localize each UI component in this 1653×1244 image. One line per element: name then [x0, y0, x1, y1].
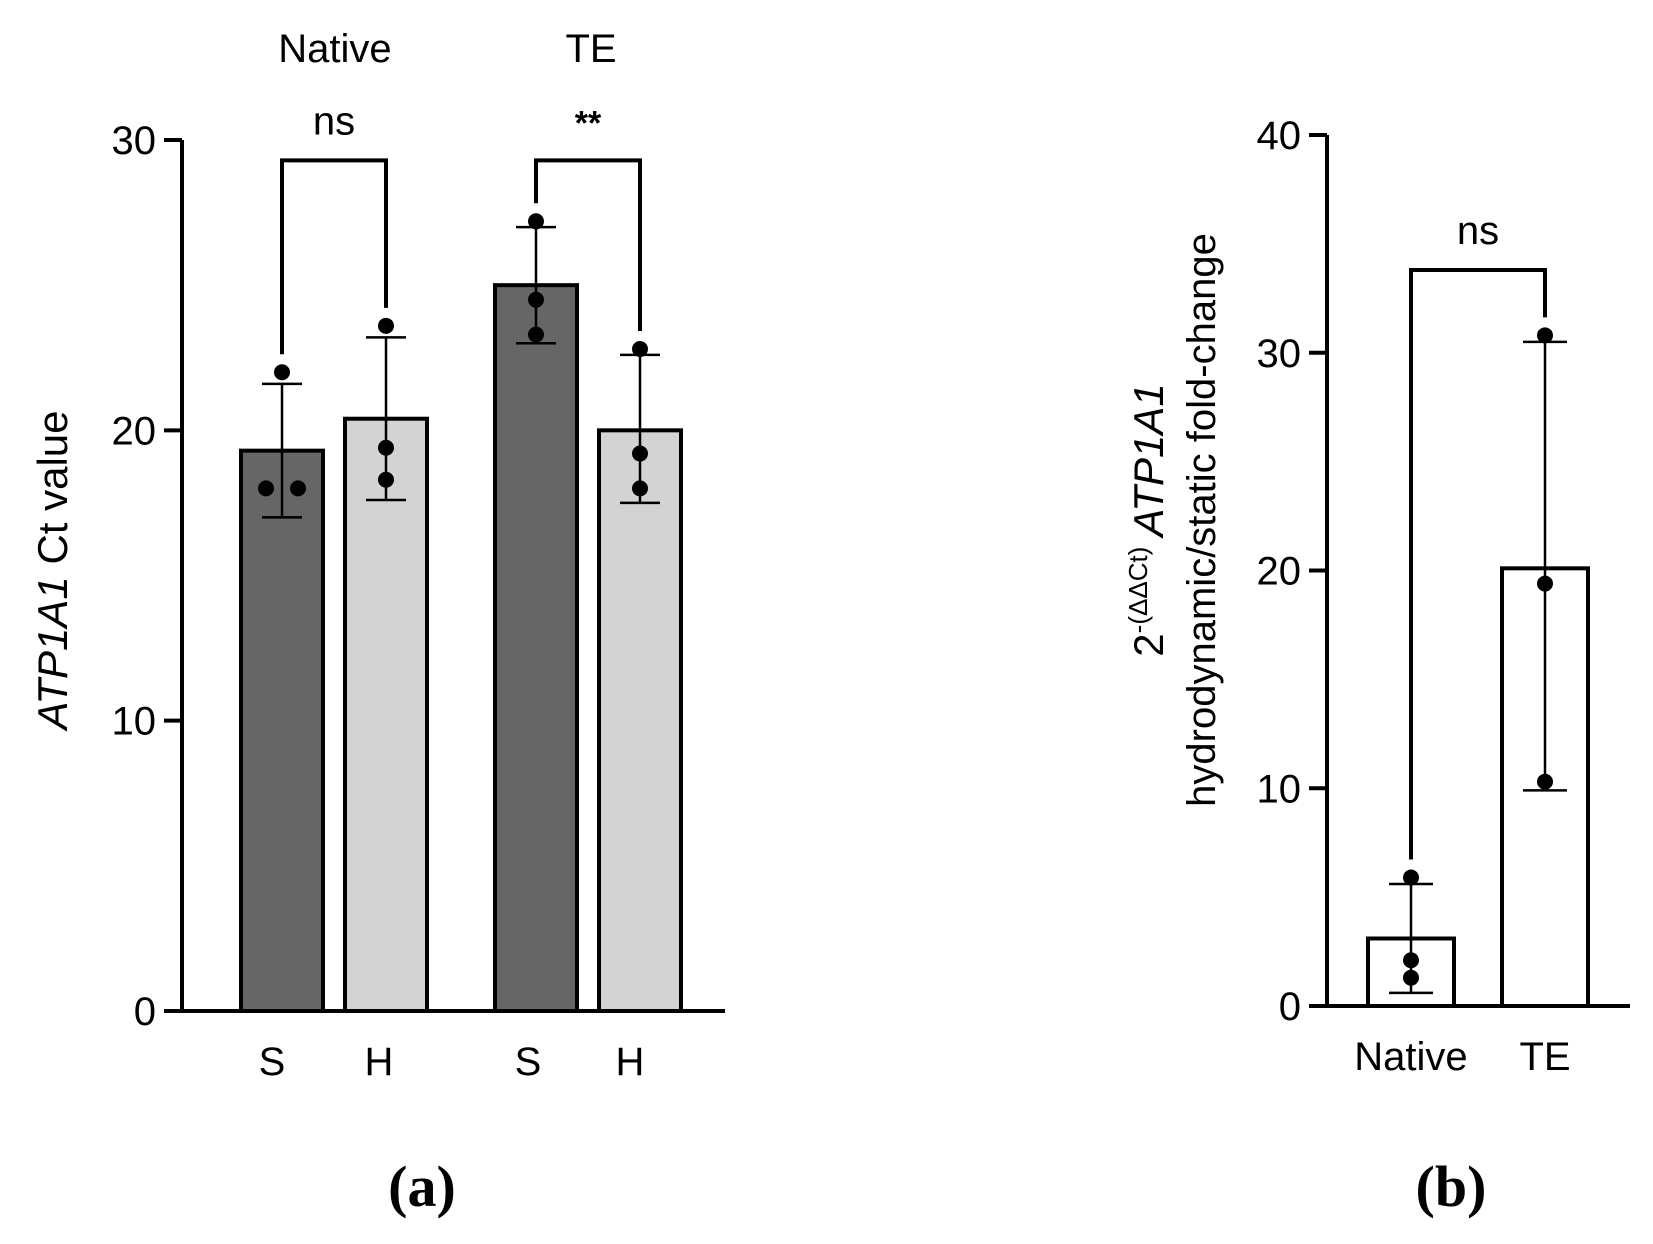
b-data-point [1537, 773, 1553, 790]
b-significance-label: ns [1457, 209, 1499, 253]
a-data-points [258, 213, 648, 497]
a-data-point [378, 471, 394, 488]
b-data-point [1537, 327, 1553, 344]
a-y-axis-label: ATP1A1 Ct value [29, 410, 76, 732]
b-y-axis-label-base: 2 [1125, 633, 1172, 656]
a-data-point [258, 480, 274, 497]
b-y-tick-label: 30 [1257, 332, 1302, 376]
a-y-tick-label: 0 [134, 990, 156, 1034]
b-y-tick-label: 0 [1279, 985, 1301, 1029]
a-error-bars [262, 225, 660, 519]
a-data-point [632, 341, 648, 358]
a-data-point [528, 291, 544, 308]
b-y-ticks: 0 10 20 30 40 [1257, 114, 1327, 1029]
a-y-tick-label: 30 [112, 119, 157, 163]
b-x-tick-label: TE [1519, 1035, 1570, 1079]
b-data-points [1403, 327, 1553, 986]
b-bars [1366, 566, 1590, 1008]
b-y-tick-label: 40 [1257, 114, 1302, 158]
a-data-point [528, 213, 544, 230]
a-data-point [528, 326, 544, 343]
a-bar [239, 448, 325, 1013]
b-significance-bracket [1409, 268, 1547, 860]
a-significance-label: ** [575, 104, 602, 142]
b-data-point [1403, 969, 1419, 986]
b-data-point [1403, 952, 1419, 969]
a-bars [239, 283, 683, 1014]
b-data-point [1403, 869, 1419, 886]
b-data-point [1537, 575, 1553, 592]
a-significance-label: ns [313, 99, 355, 143]
a-data-point [274, 364, 290, 381]
a-data-point [632, 480, 648, 497]
a-significance-bracket [280, 158, 388, 355]
a-significance-brackets: ns ** [280, 99, 642, 355]
a-bar [343, 416, 429, 1014]
a-x-tick-label: H [365, 1040, 394, 1084]
a-y-tick-label: 10 [112, 700, 157, 744]
a-x-tick-label: S [259, 1040, 286, 1084]
a-data-point [378, 439, 394, 456]
panel-label-b: (b) [1416, 1154, 1487, 1219]
panel-a: ns ** 0 10 20 30 Native TE S H S H ATP1A1 Ct… [29, 27, 725, 1219]
a-data-point [290, 480, 306, 497]
a-data-point [632, 445, 648, 462]
a-x-tick-label: H [616, 1040, 645, 1084]
b-y-axis-label-sup: -(ΔΔCt) [1123, 547, 1153, 634]
b-y-axis-label-line2: hydrodynamic/static fold-change [1180, 233, 1224, 807]
a-data-point [378, 317, 394, 334]
a-y-ticks: 0 10 20 30 [112, 119, 182, 1034]
a-y-axis-label-rest: Ct value [29, 410, 76, 576]
a-y-tick-label: 20 [112, 409, 157, 453]
a-bar [493, 283, 579, 1013]
a-significance-bracket [534, 158, 642, 332]
a-group-label-native: Native [278, 27, 391, 71]
a-bar [597, 428, 683, 1014]
b-significance-brackets: ns [1409, 209, 1547, 860]
b-y-axis-label-line1: 2-(ΔΔCt) ATP1A1 [1123, 383, 1172, 656]
b-y-tick-label: 20 [1257, 550, 1302, 594]
panel-label-a: (a) [388, 1154, 456, 1219]
a-y-axis-label-gene: ATP1A1 [29, 576, 76, 732]
b-y-axis-label-gene: ATP1A1 [1125, 383, 1172, 539]
b-y-tick-label: 10 [1257, 767, 1302, 811]
a-x-tick-label: S [515, 1040, 542, 1084]
panel-b: ns 0 10 20 30 40 Native TE 2-(ΔΔCt) ATP1A1 hy… [1123, 114, 1630, 1219]
b-x-tick-label: Native [1354, 1035, 1467, 1079]
a-group-label-te: TE [565, 27, 616, 71]
